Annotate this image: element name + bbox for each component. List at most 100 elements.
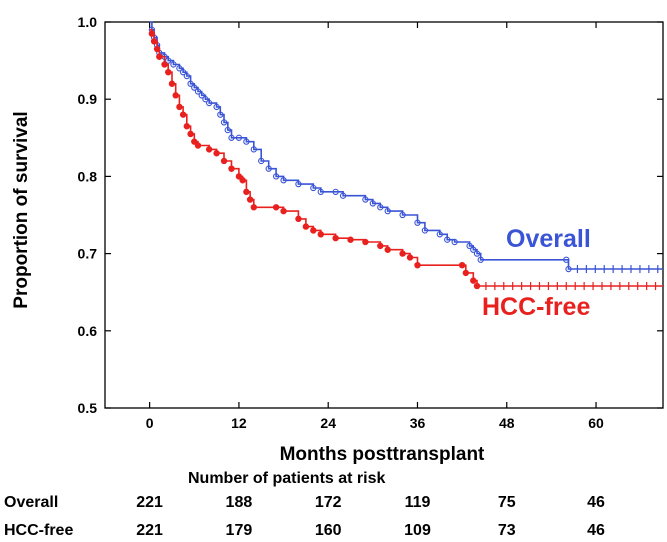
x-tick-label: 24 (320, 415, 336, 431)
y-tick-label: 0.7 (78, 246, 98, 262)
overall-event-marker (563, 256, 570, 263)
hcc-free-event-marker (458, 261, 466, 269)
overall-event-marker (317, 188, 324, 195)
hcc-free-event-marker (194, 142, 202, 149)
hcc-free-event-marker (176, 103, 183, 111)
risk-count: 73 (497, 522, 516, 539)
overall-event-marker (473, 250, 481, 257)
hcc-free-event-marker (462, 269, 470, 277)
hcc-free-event-marker (187, 130, 194, 138)
hcc-free-event-marker (362, 238, 369, 246)
risk-count: 188 (225, 494, 253, 511)
hcc-free-event-marker (246, 196, 254, 203)
overall-event-marker (213, 103, 220, 111)
risk-count: 46 (587, 494, 605, 511)
survival-chart: 0.5 0.6 0.7 0.8 0.9 1.0 0 12 24 36 48 60 Proportion… (11, 14, 664, 465)
overall-event-marker (377, 204, 384, 211)
overall-event-marker (165, 57, 172, 64)
hcc-free-event-marker (150, 38, 158, 45)
hcc-free-event-marker (272, 204, 280, 211)
hcc-free-event-marker (220, 157, 228, 165)
hcc-free-event-marker (213, 150, 220, 157)
overall-event-marker (421, 227, 429, 234)
overall-event-marker (399, 211, 406, 219)
hcc-free-event-marker (156, 53, 163, 60)
hcc-free-event-marker (377, 242, 384, 250)
y-tick-label: 0.9 (78, 91, 98, 107)
series-line-overall (149, 21, 663, 270)
hcc-free-event-marker (153, 45, 161, 53)
hcc-free-event-marker (168, 80, 176, 87)
overall-event-marker (224, 126, 231, 134)
overall-event-marker (170, 61, 177, 68)
overall-event-marker (220, 119, 228, 126)
overall-event-marker (191, 84, 198, 91)
risk-row-label: Overall (4, 494, 59, 511)
hcc-free-event-marker (172, 92, 179, 99)
hcc-free-event-marker (317, 231, 324, 238)
overall-event-marker (206, 99, 213, 107)
overall-event-marker (187, 80, 194, 87)
hcc-free-event-marker (384, 246, 391, 253)
overall-event-marker (176, 65, 183, 72)
overall-event-marker (414, 219, 421, 226)
overall-event-marker (477, 256, 484, 263)
overall-event-marker (198, 92, 205, 99)
overall-event-marker (295, 180, 302, 188)
risk-count: 179 (225, 522, 253, 539)
risk-row-label: HCC-free (4, 522, 74, 539)
y-tick-label: 1.0 (78, 14, 98, 30)
hcc-free-event-marker (183, 123, 191, 130)
plot-frame (104, 21, 664, 409)
overall-event-marker (384, 207, 391, 215)
overall-event-marker (202, 96, 209, 103)
hcc-free-event-marker (470, 277, 477, 284)
hcc-free-event-marker (406, 254, 414, 261)
overall-event-marker (243, 138, 250, 145)
hcc-free-event-marker (399, 250, 406, 257)
y-axis-title: Proportion of survival (11, 111, 32, 308)
hcc-free-event-marker (205, 146, 213, 153)
overall-event-marker (466, 242, 473, 250)
overall-event-marker (451, 238, 458, 246)
hcc-free-event-marker (148, 30, 156, 37)
overall-event-marker (332, 188, 339, 195)
x-tick-label: 48 (499, 415, 515, 431)
risk-count: 109 (404, 522, 431, 539)
series-label-hcc-free: HCC-free (482, 293, 590, 321)
overall-event-marker (228, 134, 235, 141)
hcc-free-event-marker (250, 204, 258, 211)
hcc-free-event-marker (235, 173, 243, 180)
hcc-free-event-marker (228, 165, 235, 172)
overall-event-marker (235, 134, 243, 141)
overall-event-marker (179, 69, 187, 76)
axes: 0.5 0.6 0.7 0.8 0.9 1.0 0 12 24 36 48 60 (78, 14, 664, 431)
hcc-free-event-marker (191, 138, 198, 145)
y-tick-label: 0.8 (78, 168, 98, 184)
risk-count: 160 (314, 522, 342, 539)
overall-event-marker (250, 146, 257, 153)
risk-count: 221 (136, 522, 163, 539)
hcc-free-event-marker (280, 207, 287, 215)
y-tick-label: 0.5 (78, 400, 98, 416)
hcc-free-event-marker (414, 261, 421, 269)
y-tick-label: 0.6 (78, 323, 98, 339)
risk-table-title: Number of patients at risk (188, 470, 386, 487)
overall-event-marker (258, 157, 265, 165)
overall-event-marker (194, 88, 202, 95)
overall-event-marker (272, 173, 280, 180)
overall-event-marker (183, 72, 190, 80)
overall-event-marker (369, 200, 376, 207)
hcc-free-event-marker (161, 61, 168, 68)
x-tick-label: 0 (146, 415, 154, 431)
hcc-free-event-marker (239, 177, 246, 184)
hcc-free-event-marker (302, 223, 310, 230)
risk-count: 172 (314, 494, 342, 511)
overall-event-marker (217, 111, 224, 118)
risk-count: 221 (136, 494, 163, 511)
overall-event-marker (444, 236, 451, 243)
overall-event-marker (362, 196, 369, 203)
overall-event-marker (310, 184, 317, 192)
hcc-free-event-marker (165, 68, 172, 76)
hcc-free-event-marker (243, 188, 250, 196)
